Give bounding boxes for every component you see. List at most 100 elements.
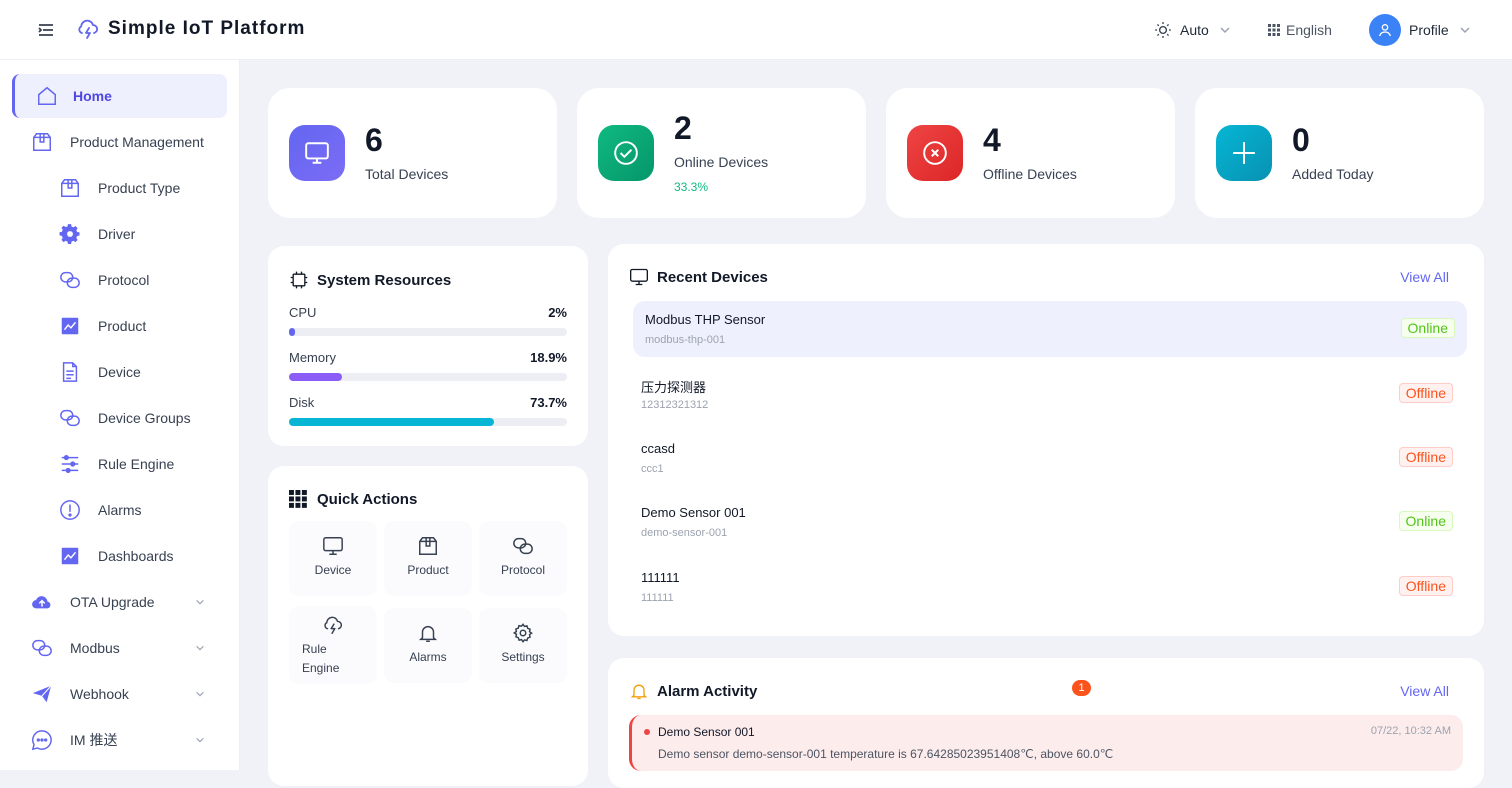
cloud-upload-icon [32,596,51,609]
sidebar-item-product-type[interactable]: Product Type [12,166,227,210]
cpu-icon [290,271,308,289]
quick-action-product[interactable]: Product [384,521,472,596]
sidebar-item-label: IM 推送 [70,732,118,748]
chevron-down-icon [196,737,204,743]
menu-toggle-icon[interactable] [36,20,56,40]
alarm-activity-header: Alarm Activity [629,681,757,701]
sidebar-item-label: Device [98,364,141,380]
device-id: 111111 [641,592,674,604]
stat-card-total[interactable]: 6 Total Devices [268,88,557,218]
device-id: demo-sensor-001 [641,527,728,539]
sidebar-item-ota-upgrade[interactable]: OTA Upgrade [12,580,227,624]
sidebar-item-product-management[interactable]: Product Management [12,120,227,164]
stat-label: Total Devices [365,166,449,182]
device-name: ccasd [641,441,675,456]
resource-value: 73.7% [530,395,567,410]
progress-fill [289,328,295,336]
device-name: Modbus THP Sensor [645,312,766,327]
sidebar-item-label: Rule Engine [98,456,175,472]
check-circle-icon [598,125,654,181]
gear-icon [512,623,533,643]
device-row[interactable]: Demo Sensor 001 demo-sensor-001 Online [629,494,1467,550]
alarm-item[interactable]: Demo Sensor 001 07/22, 10:32 AM Demo sen… [629,715,1463,771]
chat-icon [31,730,52,751]
app-title: Simple IoT Platform [108,18,306,39]
profile-menu[interactable]: Profile [1369,0,1471,60]
quick-action-device[interactable]: Device [289,521,377,596]
device-id: ccc1 [641,463,664,475]
system-resources-card: System Resources CPU 2% Memory 18.9% Dis… [268,246,588,446]
stat-value: 6 [365,122,383,158]
device-row[interactable]: 111111 111111 Offline [629,559,1467,615]
device-row[interactable]: Modbus THP Sensor modbus-thp-001 Online [633,301,1467,357]
sidebar-item-protocol[interactable]: Protocol [12,258,227,302]
top-bar: Simple IoT Platform Auto English Profile [0,0,1512,60]
language-switcher[interactable]: English [1268,0,1332,60]
quick-action-protocol[interactable]: Protocol [479,521,567,596]
status-badge: Offline [1398,576,1453,596]
cloud-lightning-logo-icon [78,19,98,39]
sidebar-item-rule-engine[interactable]: Rule Engine [12,442,227,486]
sidebar-item-webhook[interactable]: Webhook [12,672,227,716]
device-name: Demo Sensor 001 [641,505,746,520]
chevron-down-icon [196,691,204,697]
x-circle-icon [907,125,963,181]
gear-icon [59,224,80,244]
stat-card-online[interactable]: 2 Online Devices 33.3% [577,88,866,218]
theme-label: Auto [1180,22,1209,38]
device-row[interactable]: ccasd ccc1 Offline [629,430,1467,486]
sidebar-item-dashboards[interactable]: Dashboards [12,534,227,578]
resource-name: Memory [289,350,336,365]
theme-switcher[interactable]: Auto [1154,0,1231,60]
stat-value: 2 [674,110,692,146]
stat-label: Offline Devices [983,166,1077,182]
monitor-icon [323,537,343,555]
link-icon [32,639,52,657]
sidebar-item-device[interactable]: Device [12,350,227,394]
device-row[interactable]: 压力探测器 12312321312 Offline [629,366,1467,422]
sidebar-item-label: Driver [98,226,136,242]
sliders-icon [61,455,79,473]
progress-track [289,328,567,336]
quick-action-settings[interactable]: Settings [479,608,567,683]
sidebar-item-product[interactable]: Product [12,304,227,348]
section-title: System Resources [317,271,452,289]
device-name: 压力探测器 [641,380,707,395]
link-icon [60,409,80,427]
chevron-down-icon [1460,27,1470,34]
sidebar-item-label: Home [73,88,112,104]
stat-card-added[interactable]: 0 Added Today [1195,88,1484,218]
sidebar-item-label: Webhook [70,686,129,702]
alarm-message: Demo sensor demo-sensor-001 temperature … [658,747,1114,761]
chevron-down-icon [1220,27,1230,34]
sidebar: Home Product Management Product Type Dri… [0,60,240,770]
alert-circle-icon [60,500,80,520]
view-all-alarms-link[interactable]: View All [1400,683,1449,699]
monitor-icon [289,125,345,181]
alarm-dot [644,729,650,735]
apps-grid-icon [289,490,307,508]
alarm-count-badge: 1 [1072,680,1091,696]
alarm-time: 07/22, 10:32 AM [1370,725,1451,737]
plus-icon [1216,125,1272,181]
sidebar-item-label: Product [98,318,147,334]
sidebar-item-alarms[interactable]: Alarms [12,488,227,532]
status-badge: Offline [1398,383,1453,403]
link-icon [513,537,533,555]
sidebar-item-modbus[interactable]: Modbus [12,626,227,670]
grid-icon [1268,24,1280,36]
quick-action-rule-engine[interactable]: Rule Engine [289,606,377,684]
quick-action-label: Settings [501,650,545,664]
section-title: Alarm Activity [657,682,758,700]
sidebar-item-im[interactable]: IM 推送 [12,718,227,762]
stat-card-offline[interactable]: 4 Offline Devices [886,88,1175,218]
sidebar-item-device-groups[interactable]: Device Groups [12,396,227,440]
sidebar-item-driver[interactable]: Driver [12,212,227,256]
sidebar-item-label: Dashboards [98,548,174,564]
quick-action-alarms[interactable]: Alarms [384,608,472,683]
chart-icon [61,547,79,565]
package-icon [419,537,437,555]
sidebar-item-home[interactable]: Home [12,74,227,118]
view-all-devices-link[interactable]: View All [1400,269,1449,285]
monitor-icon [630,268,648,286]
